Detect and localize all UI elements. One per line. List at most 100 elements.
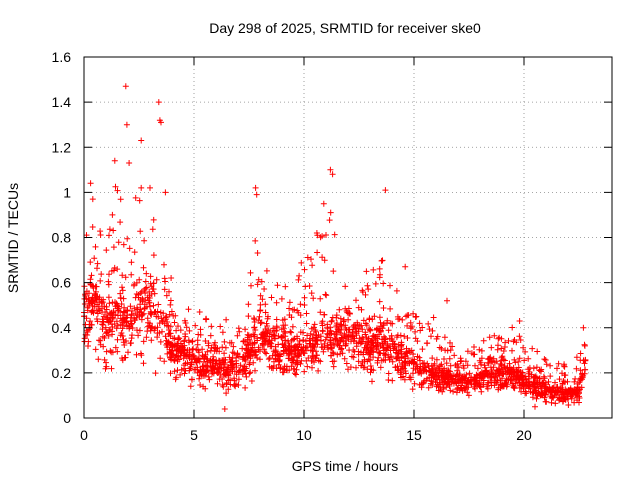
data-point	[538, 383, 545, 390]
data-point	[150, 252, 157, 259]
data-point	[454, 364, 461, 370]
data-point	[565, 402, 572, 408]
data-point	[501, 357, 508, 364]
data-point	[216, 348, 223, 355]
data-point	[203, 315, 210, 322]
data-point	[395, 366, 402, 373]
data-point	[170, 335, 176, 342]
data-point	[94, 260, 101, 267]
data-point	[440, 371, 446, 378]
data-point	[523, 379, 530, 386]
data-point	[157, 309, 164, 316]
data-point	[252, 348, 259, 355]
data-point	[405, 360, 411, 367]
data-point	[398, 374, 404, 381]
data-point	[353, 364, 359, 371]
data-point	[271, 358, 277, 365]
data-point	[246, 336, 253, 343]
data-point	[111, 264, 118, 271]
data-point	[466, 370, 473, 377]
data-point	[569, 391, 576, 398]
data-point	[357, 340, 364, 347]
data-point	[485, 355, 492, 362]
data-point	[446, 355, 453, 362]
data-point	[370, 367, 377, 374]
data-point	[195, 331, 202, 338]
data-point	[401, 333, 408, 340]
data-point	[97, 228, 104, 235]
data-point	[136, 276, 143, 283]
data-point	[398, 355, 405, 361]
data-point	[137, 350, 144, 357]
data-point	[394, 313, 401, 320]
data-point	[505, 376, 511, 382]
data-point	[355, 358, 362, 365]
data-point	[457, 358, 464, 365]
data-point	[360, 317, 367, 324]
data-point	[137, 301, 144, 308]
data-point	[181, 337, 188, 344]
data-point	[367, 357, 374, 364]
data-point	[217, 357, 223, 364]
data-point	[376, 298, 383, 305]
data-point	[225, 371, 232, 378]
x-tick-label: 10	[296, 427, 312, 443]
data-point	[443, 384, 450, 391]
data-point	[194, 337, 201, 344]
data-point	[114, 336, 121, 343]
data-point	[573, 354, 580, 361]
data-point	[210, 353, 217, 360]
data-point	[201, 353, 208, 360]
data-point	[279, 317, 286, 324]
data-point	[304, 363, 311, 370]
data-point	[98, 300, 105, 307]
data-point	[510, 384, 517, 391]
data-point	[321, 340, 328, 347]
data-point	[190, 352, 197, 359]
data-point	[309, 262, 316, 269]
data-point	[327, 166, 334, 173]
data-point	[365, 286, 372, 293]
data-point	[380, 356, 387, 363]
data-point	[322, 291, 329, 298]
data-point	[186, 327, 193, 334]
data-point	[145, 297, 152, 304]
data-point	[304, 332, 311, 339]
data-point	[253, 191, 260, 198]
data-point	[206, 376, 213, 383]
data-point	[495, 342, 501, 349]
data-point	[533, 364, 540, 371]
data-point	[255, 317, 262, 324]
data-point	[192, 322, 199, 329]
data-point	[102, 365, 109, 372]
data-point	[99, 309, 105, 316]
data-point	[92, 346, 99, 353]
data-point	[125, 349, 131, 356]
data-point	[233, 357, 240, 364]
y-tick-label: 1.6	[52, 49, 72, 65]
data-point	[464, 362, 471, 369]
data-point	[140, 360, 147, 367]
data-point	[478, 347, 485, 354]
data-point	[133, 279, 140, 286]
data-point	[480, 337, 487, 344]
data-point	[498, 354, 505, 361]
data-point	[106, 271, 112, 278]
data-point	[480, 381, 487, 388]
data-point	[93, 288, 99, 295]
data-point	[393, 355, 400, 361]
data-point	[445, 368, 452, 375]
data-point	[95, 303, 102, 310]
data-point	[99, 321, 106, 328]
data-point	[205, 342, 212, 349]
data-point	[161, 261, 167, 268]
x-tick-label: 5	[190, 427, 198, 443]
data-point	[134, 306, 141, 313]
data-point	[146, 322, 153, 329]
data-point	[321, 311, 328, 318]
x-axis-tick-labels: 0 5 10 15 20	[80, 427, 532, 443]
data-point	[231, 375, 238, 382]
data-point	[341, 355, 348, 362]
data-point	[226, 339, 233, 346]
data-point	[541, 375, 548, 382]
